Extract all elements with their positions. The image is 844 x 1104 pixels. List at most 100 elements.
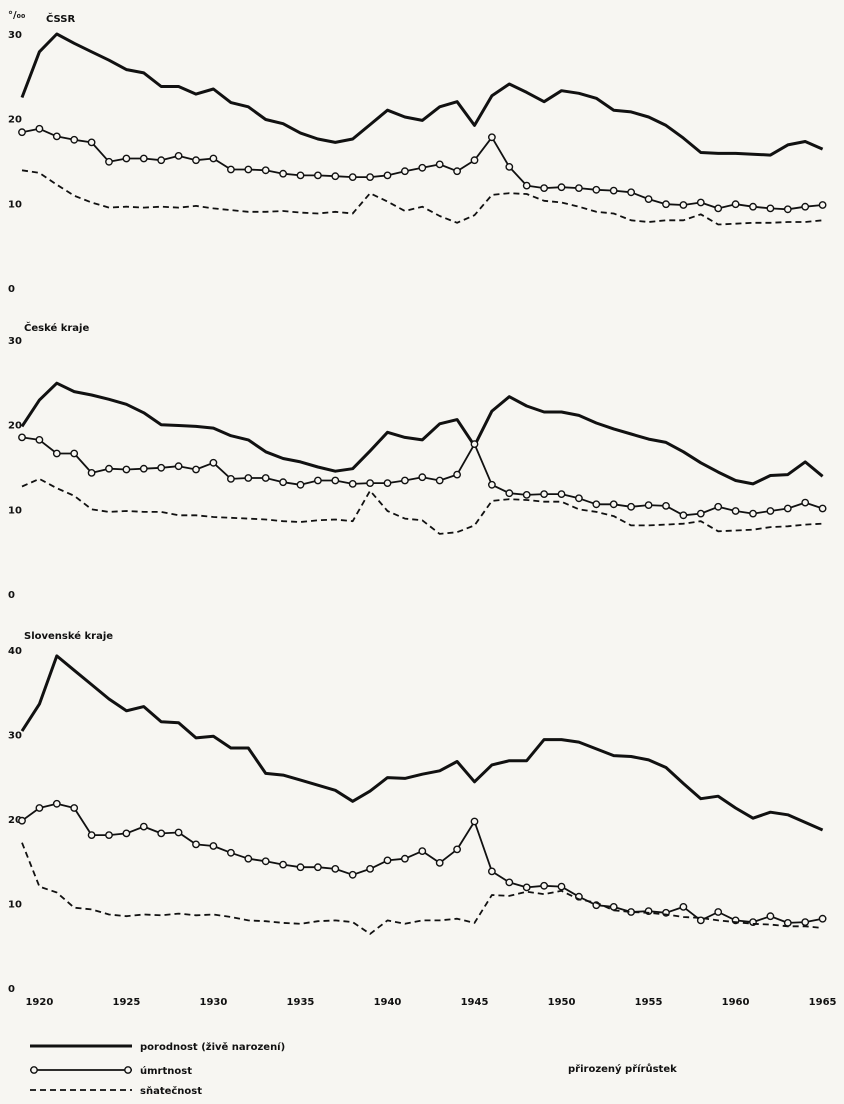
data-point — [696, 916, 705, 925]
legend-label: porodnost (živě narození) — [140, 1041, 285, 1053]
data-point — [714, 502, 723, 511]
data-point — [522, 883, 531, 892]
y-tick-label: 30 — [8, 731, 22, 742]
x-tick-label: 1925 — [113, 997, 141, 1008]
data-point — [714, 908, 723, 916]
legend-marker — [30, 1066, 38, 1074]
y-tick-label: 10 — [8, 505, 22, 516]
panel-1: ČSSR 0 10 20 30 — [8, 12, 827, 295]
y-tick-label: 10 — [8, 900, 22, 911]
x-tick-label: 1965 — [809, 997, 837, 1008]
data-point — [139, 464, 148, 473]
data-point — [87, 138, 96, 147]
data-point — [453, 470, 461, 479]
y-tick-label: 20 — [8, 815, 22, 826]
x-tick-label: 1930 — [200, 997, 228, 1008]
series-line-dotted-line — [21, 802, 823, 924]
data-point — [70, 135, 79, 144]
legend-label: sňatečnost — [140, 1085, 202, 1097]
data-point — [487, 867, 496, 876]
data-point — [331, 476, 340, 485]
data-point — [139, 154, 148, 163]
data-point — [731, 200, 740, 209]
data-point — [400, 167, 409, 176]
data-point — [801, 202, 810, 211]
x-tick-label: 1940 — [374, 997, 402, 1008]
data-point — [383, 856, 392, 865]
data-point — [18, 816, 26, 825]
data-point — [296, 863, 305, 872]
data-point — [609, 903, 618, 911]
data-point — [435, 160, 444, 169]
data-point — [157, 829, 166, 838]
data-point — [226, 474, 235, 483]
data-point — [470, 440, 479, 448]
data-point — [139, 822, 148, 831]
data-point — [122, 465, 131, 474]
data-point — [209, 458, 218, 467]
data-point — [644, 195, 653, 204]
series-line-solid — [20, 32, 824, 157]
data-point — [296, 480, 305, 489]
y-tick-label: 0 — [8, 284, 15, 295]
data-point — [662, 200, 670, 209]
data-point — [470, 156, 479, 165]
data-point — [261, 857, 270, 866]
y-tick-label: 0 — [8, 590, 15, 601]
data-point — [696, 198, 705, 207]
data-point — [749, 509, 757, 518]
data-point — [696, 509, 705, 518]
data-point — [487, 480, 496, 489]
y-tick-label: 30 — [8, 30, 22, 41]
data-point — [209, 842, 218, 850]
data-point — [400, 476, 409, 485]
data-point — [818, 914, 827, 923]
data-point — [157, 463, 166, 472]
data-point — [540, 881, 548, 890]
data-point — [174, 828, 183, 837]
panel-title: České kraje — [24, 321, 89, 334]
data-point — [644, 501, 653, 509]
data-point — [783, 919, 792, 927]
series-line-dashed — [21, 169, 823, 226]
data-point — [244, 474, 253, 482]
data-point — [575, 184, 583, 193]
data-point — [35, 435, 44, 444]
series-line-solid — [20, 654, 824, 832]
data-point — [557, 882, 566, 891]
panel-3: Slovenské kraje 0 10 20 30 40 — [8, 630, 827, 995]
data-point — [348, 870, 357, 879]
data-point — [487, 133, 496, 142]
data-point — [557, 183, 566, 192]
data-point — [331, 172, 340, 181]
legend: porodnost (živě narození) úmrtnost sňatečn… — [30, 1041, 677, 1097]
y-tick-label: 40 — [8, 646, 22, 657]
data-point — [783, 504, 792, 513]
series-line-dashed — [21, 842, 823, 935]
data-point — [192, 465, 200, 474]
panel-title: ČSSR — [46, 12, 75, 25]
data-point — [52, 132, 61, 141]
data-point — [627, 188, 635, 197]
data-point — [418, 473, 427, 482]
data-point — [505, 162, 514, 171]
data-point — [801, 498, 810, 507]
data-point — [818, 504, 827, 513]
data-point — [366, 479, 374, 487]
y-tick-label: 20 — [8, 115, 22, 126]
data-point — [52, 449, 61, 458]
data-point — [122, 154, 131, 163]
data-point — [453, 845, 461, 854]
data-point — [592, 500, 601, 509]
data-point — [70, 449, 79, 458]
data-point — [540, 490, 548, 498]
panel-2: České kraje 0 10 20 30 — [8, 321, 827, 601]
data-point — [418, 163, 427, 172]
data-point — [35, 804, 44, 812]
data-point — [575, 494, 583, 503]
x-tick-label: 1955 — [635, 997, 663, 1008]
data-point — [348, 173, 357, 182]
y-tick-label: 0 — [8, 984, 15, 995]
y-tick-label: 30 — [8, 336, 22, 347]
natural-increase-label: přirozený přírůstek — [568, 1062, 677, 1075]
